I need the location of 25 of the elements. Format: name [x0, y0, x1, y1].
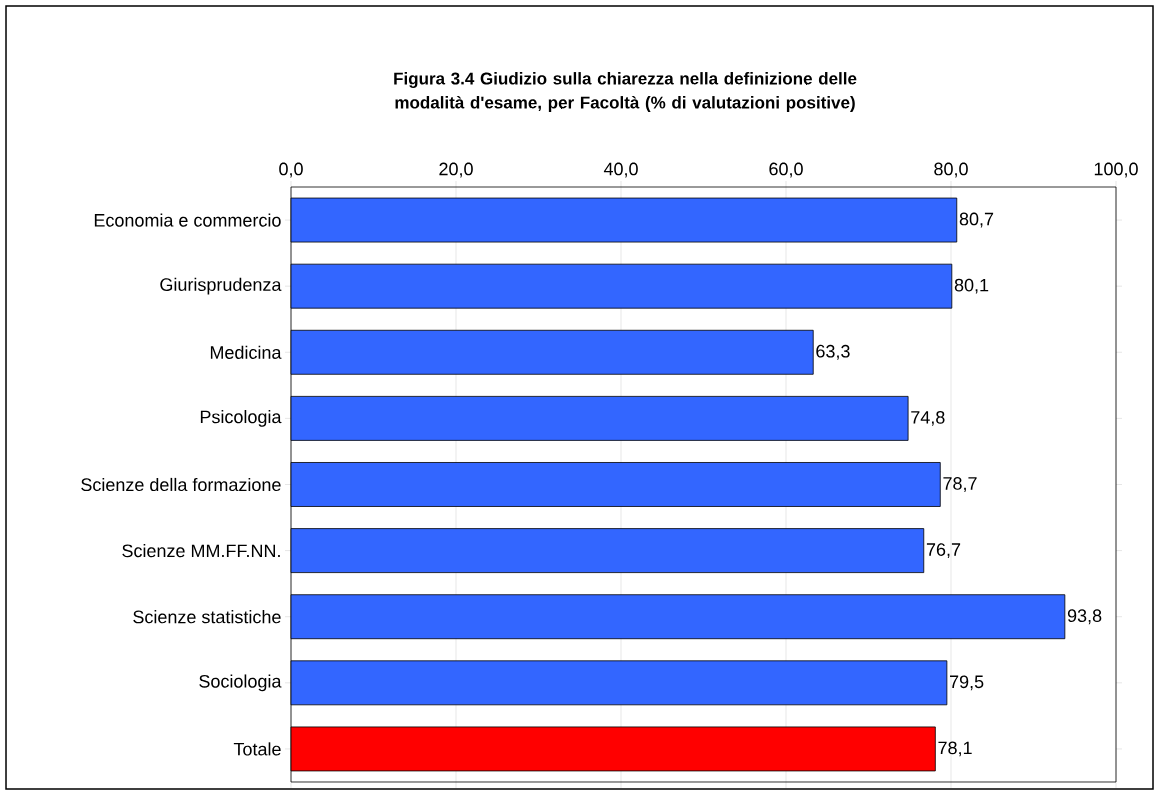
y-tick-label: Sociologia — [199, 674, 282, 692]
data-label: 74,8 — [911, 410, 945, 426]
data-label: 79,5 — [950, 675, 984, 691]
x-tick-label: 80,0 — [934, 162, 968, 178]
y-tick-label: Scienze MM.FF.NN. — [122, 543, 280, 558]
data-label: 78,7 — [943, 477, 977, 492]
data-label: 93,8 — [1067, 609, 1102, 625]
data-label: 63,3 — [816, 344, 850, 360]
y-tick-label: Totale — [233, 742, 281, 756]
y-tick-label: Economia e commercio — [94, 213, 281, 227]
data-label: 78,1 — [938, 741, 972, 757]
y-tick-label: Psicologia — [200, 409, 282, 427]
x-tick-label: 100,0 — [1094, 162, 1138, 178]
y-tick-label: Scienze statistiche — [133, 610, 281, 624]
y-tick-label: Giurisprudenza — [160, 277, 282, 295]
x-tick-label: 60,0 — [769, 162, 803, 178]
y-tick-label: Scienze della formazione — [81, 477, 281, 492]
x-tick-label: 0,0 — [279, 162, 303, 178]
data-label: 80,1 — [954, 278, 989, 294]
data-label: 76,7 — [926, 543, 961, 559]
chart-title: Figura 3.4 Giudizio sulla chiarezza nella definizione delle modalità d'esame, per Facoltà (% di valutazioni positive) — [394, 72, 857, 112]
x-tick-label: 40,0 — [603, 162, 638, 178]
y-tick-label: Medicina — [210, 345, 282, 359]
x-tick-label: 20,0 — [439, 162, 473, 178]
data-label: 80,7 — [959, 212, 994, 228]
